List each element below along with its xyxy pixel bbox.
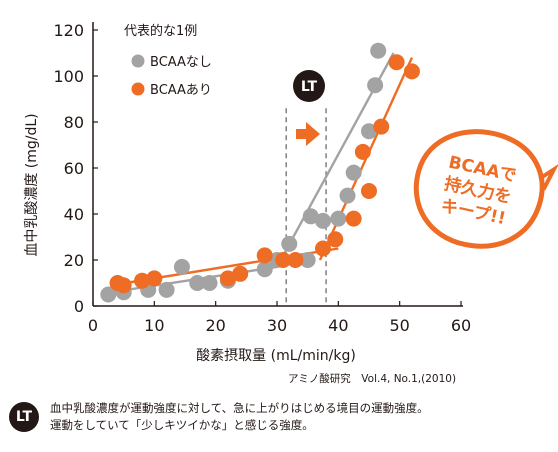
lt-badge-circle bbox=[293, 70, 325, 102]
x-tick-label: 40 bbox=[328, 316, 348, 335]
lt-note-line-1: 血中乳酸濃度が運動強度に対して、急に上がりはじめる境目の運動強度。 bbox=[50, 401, 429, 415]
x-tick-label: 60 bbox=[451, 316, 471, 335]
y-tick-label: 120 bbox=[53, 21, 84, 40]
point-bcaa-none bbox=[315, 212, 331, 229]
legend-label-bcaa-with: BCAAあり bbox=[150, 83, 212, 98]
point-bcaa-with bbox=[361, 183, 377, 199]
point-bcaa-none bbox=[361, 123, 377, 140]
x-tick-label: 50 bbox=[389, 316, 409, 335]
point-bcaa-with bbox=[256, 247, 273, 264]
axes bbox=[92, 22, 463, 307]
point-bcaa-with bbox=[219, 270, 236, 287]
point-bcaa-none bbox=[299, 252, 316, 268]
lt-note-badge: LT bbox=[9, 402, 39, 432]
x-tick-label: 20 bbox=[205, 316, 225, 335]
point-bcaa-none bbox=[370, 42, 387, 59]
point-bcaa-none bbox=[302, 208, 319, 225]
point-bcaa-none bbox=[256, 261, 273, 278]
point-bcaa-with bbox=[115, 277, 132, 294]
y-axis-label: 血中乳酸濃度 (mg/dL) bbox=[24, 113, 40, 256]
point-bcaa-with bbox=[354, 143, 371, 160]
point-bcaa-none bbox=[158, 281, 175, 298]
legend-title: 代表的な1例 bbox=[124, 23, 197, 39]
x-tick-label: 30 bbox=[267, 316, 287, 335]
lt-note-line-2: 運動をしていて「少しキツイかな」と感じる強度。 bbox=[50, 418, 314, 432]
stamp-border bbox=[413, 129, 545, 249]
point-bcaa-with bbox=[373, 118, 390, 135]
legend-marker-bcaa-none bbox=[131, 54, 145, 68]
point-bcaa-none bbox=[281, 235, 298, 252]
legend-marker-bcaa-with bbox=[131, 82, 145, 96]
point-bcaa-with bbox=[403, 63, 420, 80]
point-bcaa-with bbox=[287, 252, 304, 268]
tick-labels: 0 20 40 60 80 100 120 0 10 20 30 40 50 60 bbox=[53, 21, 471, 335]
lt-badge-label: LT bbox=[301, 79, 318, 95]
point-bcaa-with bbox=[345, 210, 362, 227]
point-bcaa-with bbox=[315, 240, 331, 257]
x-tick-label: 0 bbox=[88, 316, 98, 335]
bcaa-stamp: BCAAで 持久力を キープ!! bbox=[413, 129, 558, 249]
y-tick-label: 80 bbox=[64, 113, 84, 132]
point-bcaa-none bbox=[201, 275, 218, 291]
point-bcaa-with bbox=[134, 272, 151, 289]
point-bcaa-none bbox=[339, 187, 356, 204]
x-tick-label: 10 bbox=[144, 316, 164, 335]
point-bcaa-none bbox=[173, 258, 190, 275]
legend-label-bcaa-none: BCAAなし bbox=[150, 55, 212, 70]
y-tick-label: 40 bbox=[64, 205, 84, 224]
point-bcaa-with bbox=[388, 54, 405, 71]
y-tick-label: 20 bbox=[64, 251, 84, 270]
shift-arrow-icon bbox=[296, 122, 320, 146]
lt-definition-note: 血中乳酸濃度が運動強度に対して、急に上がりはじめる境目の運動強度。 運動をしてい… bbox=[50, 400, 429, 434]
data-points bbox=[100, 42, 420, 303]
point-bcaa-none bbox=[100, 286, 117, 303]
point-bcaa-with bbox=[275, 252, 292, 268]
y-tick-label: 0 bbox=[74, 297, 84, 316]
point-bcaa-none bbox=[330, 210, 347, 227]
stamp-tail bbox=[538, 163, 558, 191]
lt-dashed-lines bbox=[285, 108, 327, 306]
x-axis-label: 酸素摂取量 (mL/min/kg) bbox=[196, 348, 356, 364]
source-citation: アミノ酸研究 Vol.4, No.1,(2010) bbox=[288, 373, 457, 385]
point-bcaa-with bbox=[146, 270, 163, 287]
y-tick-label: 60 bbox=[64, 159, 84, 178]
y-tick-label: 100 bbox=[53, 67, 84, 86]
point-bcaa-none bbox=[345, 164, 362, 181]
point-bcaa-none bbox=[367, 77, 384, 94]
point-bcaa-with bbox=[232, 265, 249, 282]
point-bcaa-with bbox=[327, 231, 344, 248]
point-bcaa-none bbox=[189, 275, 206, 291]
